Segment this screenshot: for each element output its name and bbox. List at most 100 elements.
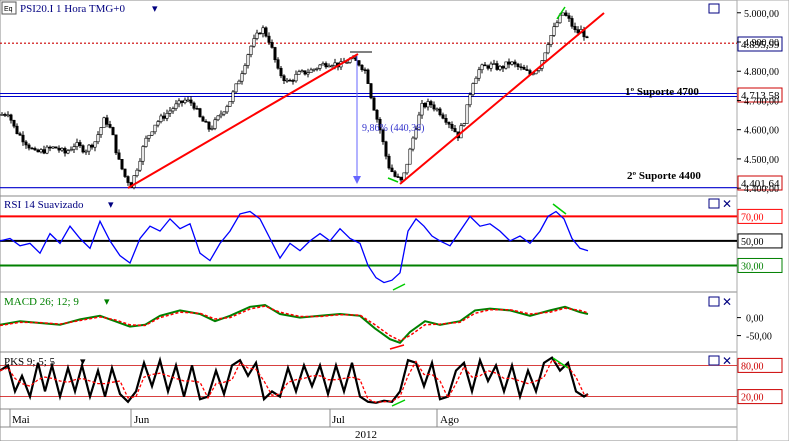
price-panel-title[interactable]: PSI20.I 1 Hora TMG+0 [20, 3, 125, 15]
measure-label: 9,86% (440,38) [362, 123, 425, 134]
candle-body [240, 73, 244, 82]
year-label: 2012 [355, 429, 377, 441]
candle-body [417, 114, 421, 130]
candle-body [357, 60, 361, 66]
candle-body [126, 176, 130, 183]
candle-body [291, 80, 295, 82]
candle-body [423, 103, 427, 108]
candle-body [279, 67, 283, 77]
candle-body [345, 62, 349, 64]
candle-body [399, 176, 403, 181]
candle-body [165, 113, 169, 119]
candle-body [453, 128, 457, 133]
candle-body [168, 110, 172, 114]
divergence-marker-pks [552, 357, 569, 369]
candle-body [519, 66, 523, 69]
divergence-marker-pks-low [391, 399, 406, 407]
candle-body [324, 63, 328, 68]
candle-body [117, 152, 121, 160]
candle-body [93, 141, 97, 148]
candle-body [216, 115, 220, 121]
candle-body [237, 80, 241, 85]
last-price-value: 4.895,99 [741, 39, 780, 51]
pks-level-tag [737, 357, 783, 373]
candle-body [249, 45, 253, 55]
candle-body [309, 69, 313, 74]
equity-icon[interactable] [1, 1, 17, 15]
rsi-panel-title[interactable]: RSI 14 Suavizado [4, 199, 84, 211]
candle-body [411, 137, 415, 150]
candle-body [360, 64, 364, 70]
candle-body [147, 134, 151, 139]
candle-body [567, 15, 571, 19]
candle-body [504, 61, 508, 69]
candle-body [123, 168, 127, 177]
support-1-value: 4.713,58 [741, 90, 780, 102]
trendline-2 [399, 12, 605, 185]
candle-body [24, 141, 28, 146]
candle-body [321, 63, 325, 66]
candle-body [174, 103, 178, 109]
candle-body [222, 111, 226, 115]
candle-body [441, 114, 445, 119]
candle-body [450, 123, 454, 129]
candle-body [522, 66, 526, 70]
candle-body [333, 62, 337, 66]
candle-body [225, 106, 229, 113]
candle-body [552, 26, 556, 36]
rsi-maximize-icon[interactable] [708, 198, 720, 209]
candle-body [21, 134, 25, 143]
rsi-level-tag [737, 257, 783, 273]
macd-close-icon[interactable]: ✕ [722, 295, 732, 309]
candle-body [177, 100, 181, 105]
candle-body [171, 108, 175, 112]
candle-body [462, 123, 466, 126]
candle-body [195, 108, 199, 110]
pks-panel-title[interactable]: PKS 9; 5; 5 [4, 356, 56, 368]
candle-body [429, 101, 433, 106]
candle-body [420, 103, 424, 116]
candle-body [513, 61, 517, 65]
candle-body [312, 68, 316, 71]
candle-body [438, 108, 442, 116]
price-title-dropdown-icon[interactable]: ▾ [152, 3, 158, 15]
candle-body [51, 146, 55, 149]
pks-close-icon[interactable]: ✕ [722, 354, 732, 368]
macd-panel-title[interactable]: MACD 26; 12; 9 [4, 296, 79, 308]
macd-title-dropdown-icon[interactable]: ▾ [104, 296, 110, 308]
candle-body [45, 146, 49, 154]
candle-body [486, 65, 490, 69]
candle-body [252, 38, 256, 47]
candle-body [72, 146, 76, 150]
candle-body [555, 22, 559, 27]
last-price-tag [737, 36, 783, 52]
candle-body [60, 148, 64, 151]
pks-title-dropdown-icon[interactable]: ▾ [80, 356, 86, 368]
candle-body [12, 119, 16, 127]
divergence-marker-price [556, 6, 566, 20]
month-label-jun: Jun [134, 414, 150, 426]
rsi-title-dropdown-icon[interactable]: ▾ [108, 199, 114, 211]
candle-body [33, 148, 37, 151]
pks-series [0, 356, 737, 404]
candle-body [105, 117, 109, 125]
candle-body [327, 65, 331, 68]
price-maximize-icon[interactable] [708, 3, 720, 14]
candle-body [480, 64, 484, 71]
macd-maximize-icon[interactable] [708, 296, 720, 307]
candle-body [510, 61, 514, 65]
macd-y-tick-label: -50,00 [746, 332, 772, 343]
candle-body [303, 70, 307, 75]
candle-body [63, 148, 67, 154]
candle-body [180, 100, 184, 103]
divergence-marker-price-low [387, 177, 399, 183]
rsi-close-icon[interactable]: ✕ [722, 197, 732, 211]
candle-body [282, 75, 286, 81]
support-2-value: 4.401,64 [741, 178, 780, 190]
candle-body [39, 149, 43, 153]
divergence-marker-rsi [552, 203, 567, 215]
candle-body [435, 108, 439, 111]
pks-maximize-icon[interactable] [708, 355, 720, 366]
candle-body [90, 144, 94, 148]
